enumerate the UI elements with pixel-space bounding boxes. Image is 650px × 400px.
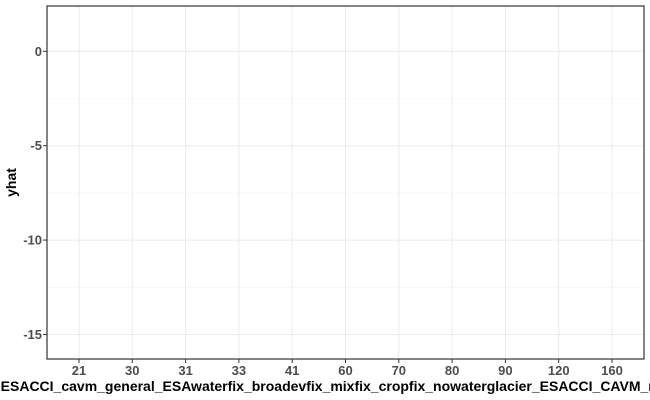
x-tick-label: 60	[338, 363, 352, 378]
grid-lines	[47, 6, 644, 359]
axis-ticks	[43, 50, 613, 363]
y-tick-label: 0	[35, 44, 42, 59]
x-tick-label: 120	[548, 363, 570, 378]
x-tick-label: 70	[392, 363, 406, 378]
x-tick-label: 90	[498, 363, 512, 378]
y-tick-label: -15	[23, 327, 42, 342]
x-tick-label: 41	[285, 363, 299, 378]
x-tick-label: 160	[601, 363, 623, 378]
x-axis-title: ESACCI_cavm_general_ESAwaterfix_broadevf…	[1, 378, 650, 394]
x-axis-tick-labels: 21 30 31 33 41 60 70 80 90 120 160	[72, 363, 623, 378]
x-tick-label: 80	[445, 363, 459, 378]
x-tick-label: 33	[232, 363, 246, 378]
y-tick-label: -5	[30, 138, 42, 153]
x-tick-label: 30	[125, 363, 139, 378]
y-tick-label: -10	[23, 233, 42, 248]
x-tick-label: 31	[178, 363, 192, 378]
y-axis-title: yhat	[3, 168, 19, 197]
x-tick-label: 21	[72, 363, 86, 378]
y-axis-tick-labels: 0 -5 -10 -15	[23, 44, 42, 342]
